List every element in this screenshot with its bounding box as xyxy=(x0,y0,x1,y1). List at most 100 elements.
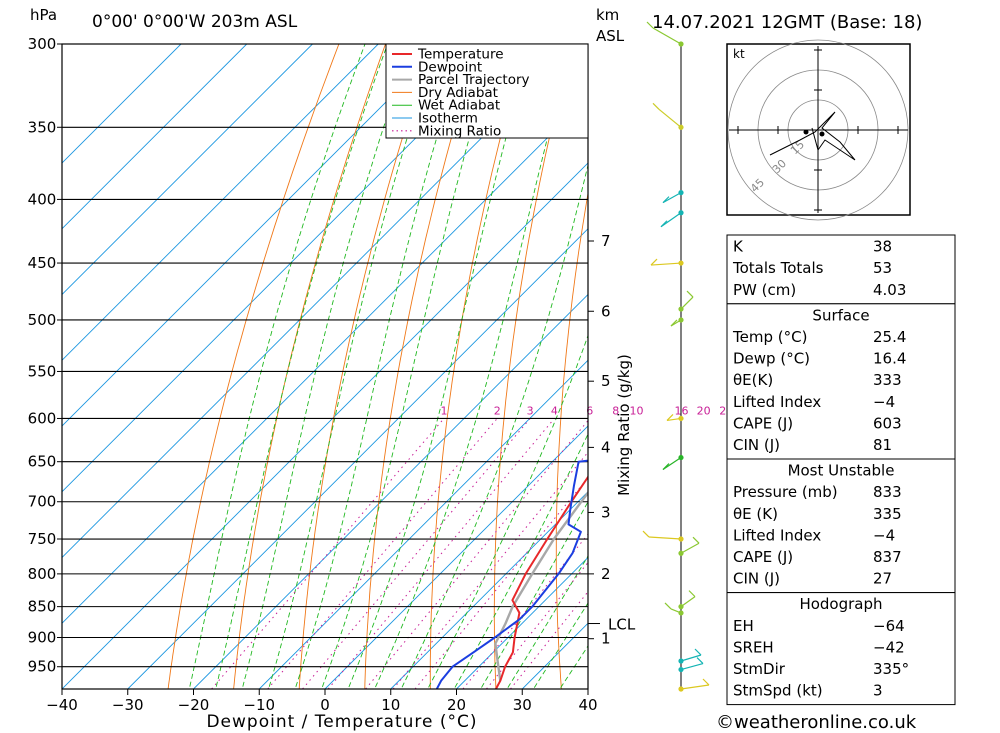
mixing-ratio-tick-label: 6 xyxy=(586,404,593,417)
plot-frame xyxy=(61,43,589,690)
wind-barb-feather xyxy=(686,290,694,298)
dewpoint-line xyxy=(435,459,588,689)
wind-barb-shaft xyxy=(680,296,694,310)
index-value: 81 xyxy=(873,436,892,454)
temperature-tick-label: −10 xyxy=(243,696,275,714)
dry-adiabat-line xyxy=(167,44,340,689)
isotherm-line xyxy=(62,44,248,230)
height-tick-label: 4 xyxy=(601,438,611,456)
temperature-tick-label: −40 xyxy=(46,696,78,714)
wind-barb-shaft xyxy=(680,654,702,662)
height-tick-label: 2 xyxy=(601,565,611,583)
wind-barb-feather xyxy=(694,648,702,656)
pressure-tick-label: 750 xyxy=(28,530,57,548)
wet-adiabat-line xyxy=(347,44,533,689)
wind-barb xyxy=(660,210,684,228)
wet-adiabat-line xyxy=(188,44,366,689)
wind-level-dot xyxy=(678,190,684,196)
index-label: θE(K) xyxy=(733,371,773,389)
wind-barb-feather xyxy=(666,414,674,421)
wind-barb-shaft xyxy=(660,212,682,228)
wet-adiabat-line xyxy=(215,44,389,689)
isotherm-line xyxy=(62,44,511,493)
index-value: 3 xyxy=(873,682,883,700)
wind-barb-shaft xyxy=(680,596,696,608)
lcl-label: LCL xyxy=(608,616,636,634)
wind-barb xyxy=(662,190,684,204)
index-label: SREH xyxy=(733,638,774,656)
wind-level-dot xyxy=(678,658,684,664)
index-value: 335° xyxy=(873,660,909,678)
legend-entry: Temperature xyxy=(417,47,504,63)
wind-barb xyxy=(678,648,702,664)
dry-adiabat-line xyxy=(674,44,711,694)
isotherm-line xyxy=(456,556,588,689)
mixing-ratio-line xyxy=(302,418,531,689)
wind-barb xyxy=(678,536,700,556)
temperature-tick-label: −30 xyxy=(112,696,144,714)
wind-barb-shaft xyxy=(680,542,700,554)
wind-level-dot xyxy=(678,124,684,130)
wind-barb-shaft xyxy=(680,684,710,690)
hodograph-table-title: Hodograph xyxy=(799,595,882,613)
isotherm-line xyxy=(258,359,588,689)
wind-level-dot xyxy=(678,536,684,542)
index-value: 833 xyxy=(873,483,902,501)
index-label: StmDir xyxy=(733,660,786,678)
index-value: 53 xyxy=(873,259,892,277)
wind-barb-feather xyxy=(646,21,654,29)
hodograph-storm-motion-dot xyxy=(803,129,809,135)
index-label: StmSpd (kt) xyxy=(733,682,823,700)
wind-level-dot xyxy=(678,686,684,692)
wind-barb-shaft xyxy=(680,662,704,671)
hpa-unit-label: hPa xyxy=(30,6,57,24)
profile-lines xyxy=(435,459,588,689)
index-value: −4 xyxy=(873,526,895,544)
height-tick-label: 1 xyxy=(601,630,611,648)
wet-adiabat-line xyxy=(374,44,573,689)
wind-level-dot xyxy=(678,41,684,47)
surface-title: Surface xyxy=(812,306,869,324)
wet-adiabat-line xyxy=(453,433,588,689)
stability-indices-table: K 38 Totals Totals 53 PW (cm) 4.03 xyxy=(726,234,956,305)
index-value: −4 xyxy=(873,393,895,411)
wind-barb-feather xyxy=(650,258,658,266)
hodograph-unit-label: kt xyxy=(733,47,745,61)
pressure-axis: 300 350 400 450 500 550 600 650 700 750 800 850 900 9… xyxy=(28,35,62,676)
legend-entry: Isotherm xyxy=(418,111,478,127)
temperature-tick-label: −20 xyxy=(178,696,210,714)
index-value: −42 xyxy=(873,638,905,656)
wind-barb xyxy=(678,290,694,312)
wind-barb-shaft xyxy=(658,108,682,128)
legend-entry: Wet Adiabat xyxy=(418,98,500,114)
isotherm-line xyxy=(62,44,445,427)
most-unstable-table: Most Unstable Pressure (mb) 833 θE (K) 335 Li… xyxy=(726,458,956,594)
pressure-tick-label: 450 xyxy=(28,254,57,272)
pressure-tick-label: 900 xyxy=(28,629,57,647)
wind-level-dot xyxy=(678,210,684,216)
temperature-tick-label: 0 xyxy=(320,696,330,714)
mixing-ratio-tick-label: 20 xyxy=(697,404,711,417)
mixing-ratio-tick-label: 1 xyxy=(440,404,447,417)
wind-barb-feather xyxy=(692,536,700,544)
legend-entry: Mixing Ratio xyxy=(418,123,501,139)
pressure-tick-label: 600 xyxy=(28,409,57,427)
index-value: 837 xyxy=(873,548,902,566)
wind-level-dot xyxy=(678,415,684,422)
wind-barb xyxy=(646,21,684,47)
index-value: 4.03 xyxy=(873,281,906,299)
wind-barb xyxy=(670,317,684,327)
wind-level-dot xyxy=(678,306,684,312)
wind-barb-feather xyxy=(702,678,710,686)
index-label: Dewp (°C) xyxy=(733,350,810,368)
isotherm-line xyxy=(62,44,576,559)
index-value: 333 xyxy=(873,371,902,389)
wind-level-dot xyxy=(678,610,684,616)
index-label: Pressure (mb) xyxy=(733,483,838,501)
location-label: 0°00' 0°00'W 203m ASL xyxy=(92,12,298,32)
isotherm-line xyxy=(62,96,588,624)
pressure-tick-label: 950 xyxy=(28,658,57,676)
